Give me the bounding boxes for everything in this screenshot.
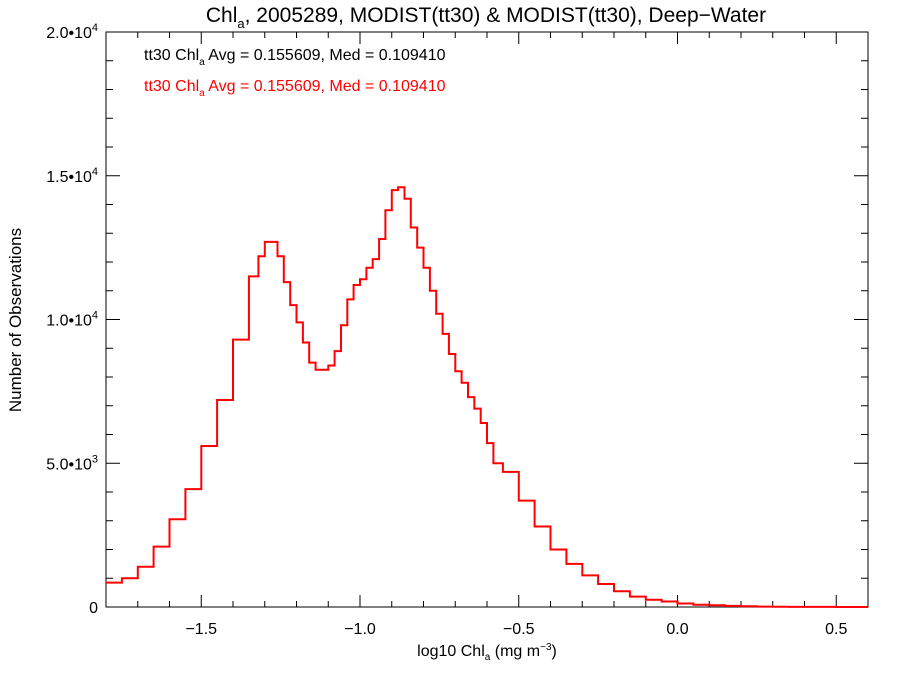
y-axis-label: Number of Observations	[6, 228, 25, 412]
x-tick-label: 0.5	[825, 621, 847, 638]
legend-entry-1: tt30 Chla Avg = 0.155609, Med = 0.109410	[144, 47, 446, 68]
x-axis-label: log10 Chla (mg m−3)	[417, 642, 557, 663]
x-tick-label: −0.5	[503, 621, 535, 638]
x-tick-label: −1.0	[344, 621, 376, 638]
x-tick-labels: −1.5 −1.0 −0.5 0.0 0.5	[185, 621, 847, 638]
plot-frame	[105, 31, 869, 608]
chart-title: Chla, 2005289, MODIST(tt30) & MODIST(tt3…	[206, 4, 766, 31]
legend-entry-2: tt30 Chla Avg = 0.155609, Med = 0.109410	[144, 78, 446, 99]
x-tick-label: 0.0	[666, 621, 688, 638]
y-tick-label: 2.0•104	[46, 22, 98, 42]
x-tick-label: −1.5	[185, 621, 217, 638]
series-line	[106, 186, 868, 608]
y-tick-label: 1.5•104	[46, 166, 98, 186]
axis-ticks	[105, 31, 869, 608]
y-tick-labels: 0 5.0•103 1.0•104 1.5•104 2.0•104	[46, 22, 98, 617]
y-tick-label: 1.0•104	[46, 310, 98, 330]
y-tick-label: 5.0•103	[46, 453, 98, 473]
y-tick-label: 0	[89, 600, 98, 617]
